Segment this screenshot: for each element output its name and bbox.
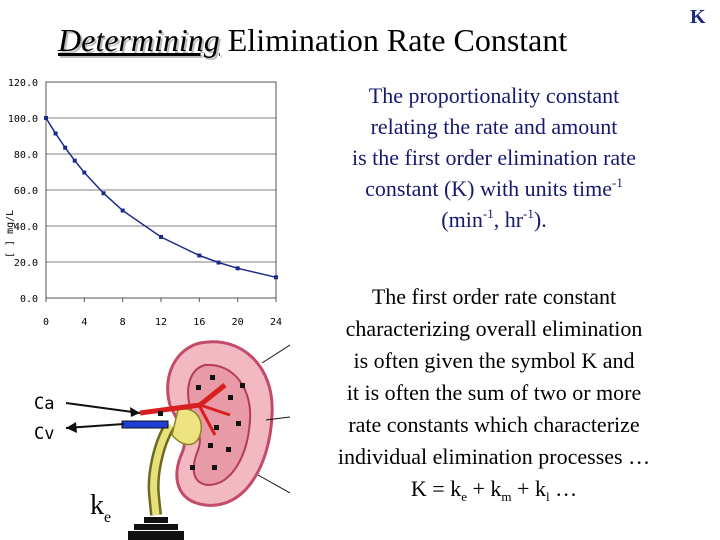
data-point [235,266,240,271]
paragraph-symbol: The first order rate constant characteri… [278,281,710,505]
elimination-chart: 0.0 20.0 40.0 60.0 80.0 100.0 120.0 0 4 8 12 16 20 2… [5,78,282,328]
renal-vein [121,420,169,429]
data-point [197,253,202,258]
chart-grid [45,81,277,302]
data-point [101,191,106,196]
x-tick-label: 20 [232,317,244,328]
artery-branches [198,403,231,436]
rate-equation: K = ke + km + kl … [410,476,578,504]
y-tick-label: 100.0 [8,114,38,125]
data-point [216,260,221,265]
data-point [120,208,125,213]
data-point [274,275,278,280]
y-tick-label: 40.0 [14,222,38,233]
ke-sub: e [104,509,112,526]
data-point [63,145,68,150]
paragraph-units: The proportionality constant relating th… [288,80,700,235]
p2-line5: rate constants which characterize [348,412,640,437]
data-point [159,234,163,239]
x-tick-label: 0 [43,317,49,328]
ke-label: ke [90,490,111,526]
x-tick-label: 12 [155,317,167,328]
x-tick-label: 8 [120,317,126,328]
y-axis-label: [ ] mg/L [5,210,16,258]
data-point [53,131,58,136]
vessel-top [144,517,168,523]
y-tick-labels: 0.0 20.0 40.0 60.0 80.0 100.0 120.0 [8,78,38,305]
vessel-base [128,531,184,540]
vessel-mid [134,524,178,530]
p1-line5: (min-1, hr-1). [441,206,547,232]
x-tick-label: 4 [81,317,87,328]
ke-main: k [90,490,104,521]
y-tick-label: 20.0 [14,258,38,269]
data-points [44,116,278,280]
concentration-curve [45,117,277,279]
p2-line2: characterizing overall elimination [345,316,643,341]
x-tick-label: 16 [193,317,205,328]
data-point [72,158,77,163]
renal-pelvis [171,408,202,446]
p1-line2: relating the rate and amount [370,114,618,139]
title-rest: Elimination Rate Constant [219,22,568,58]
corner-label: K [690,6,706,28]
p1-line3: is the first order elimination rate [351,145,637,170]
slide-title: Determining Elimination Rate Constant [58,22,567,59]
ca-arrow [65,402,141,414]
y-tick-label: 0.0 [20,294,38,305]
p2-line6: individual elimination processes … [337,444,651,469]
p2-line4: it is often the sum of two or more [346,380,642,405]
kidney-dots [158,375,245,470]
title-italic: Determining [58,22,220,58]
x-tick-labels: 0 4 8 12 16 20 24 [43,317,282,328]
ureter-inner [150,423,174,516]
y-tick-label: 80.0 [14,150,38,161]
x-tick-label: 24 [270,317,282,328]
p2-line3: is often given the symbol K and [353,348,635,373]
y-tick-label: 120.0 [8,78,38,89]
data-point [82,170,87,175]
kidney-diagram [65,340,290,540]
data-point [44,116,48,120]
y-tick-label: 60.0 [14,186,38,197]
p1-line1: The proportionality constant [368,83,620,108]
p1-line4: constant (K) with units time-1 [365,175,623,201]
p2-line1: The first order rate constant [371,284,617,309]
cv-label: Cv [34,424,55,444]
ca-label: Ca [34,394,55,414]
